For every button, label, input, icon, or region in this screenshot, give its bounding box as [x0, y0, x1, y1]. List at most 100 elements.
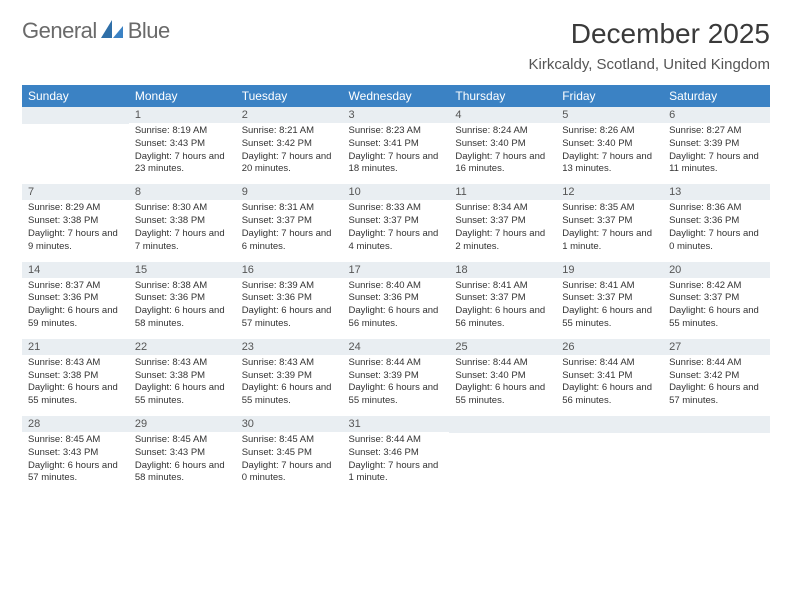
calendar-cell: 9Sunrise: 8:31 AM Sunset: 3:37 PM Daylig…	[236, 184, 343, 261]
calendar-cell: 14Sunrise: 8:37 AM Sunset: 3:36 PM Dayli…	[22, 262, 129, 339]
day-header-row: Sunday Monday Tuesday Wednesday Thursday…	[22, 85, 770, 107]
calendar-cell: 20Sunrise: 8:42 AM Sunset: 3:37 PM Dayli…	[663, 262, 770, 339]
day-number: 1	[129, 107, 236, 123]
calendar-cell	[449, 416, 556, 493]
day-header: Wednesday	[343, 85, 450, 107]
day-number: 11	[449, 184, 556, 200]
day-number: 30	[236, 416, 343, 432]
calendar-cell: 28Sunrise: 8:45 AM Sunset: 3:43 PM Dayli…	[22, 416, 129, 493]
calendar-cell: 19Sunrise: 8:41 AM Sunset: 3:37 PM Dayli…	[556, 262, 663, 339]
day-number: 14	[22, 262, 129, 278]
day-header: Friday	[556, 85, 663, 107]
calendar-cell: 26Sunrise: 8:44 AM Sunset: 3:41 PM Dayli…	[556, 339, 663, 416]
day-number: 15	[129, 262, 236, 278]
day-details: Sunrise: 8:34 AM Sunset: 3:37 PM Dayligh…	[449, 200, 556, 261]
day-number: 3	[343, 107, 450, 123]
day-details: Sunrise: 8:41 AM Sunset: 3:37 PM Dayligh…	[556, 278, 663, 339]
day-number: 25	[449, 339, 556, 355]
calendar-cell: 6Sunrise: 8:27 AM Sunset: 3:39 PM Daylig…	[663, 107, 770, 184]
day-details	[556, 433, 663, 485]
calendar-week: 28Sunrise: 8:45 AM Sunset: 3:43 PM Dayli…	[22, 416, 770, 493]
day-number: 12	[556, 184, 663, 200]
calendar-cell	[663, 416, 770, 493]
day-number: 13	[663, 184, 770, 200]
brand-line2: Blue	[128, 18, 170, 43]
day-details: Sunrise: 8:44 AM Sunset: 3:40 PM Dayligh…	[449, 355, 556, 416]
day-details: Sunrise: 8:43 AM Sunset: 3:38 PM Dayligh…	[129, 355, 236, 416]
day-number: 24	[343, 339, 450, 355]
calendar-cell: 15Sunrise: 8:38 AM Sunset: 3:36 PM Dayli…	[129, 262, 236, 339]
day-number: 16	[236, 262, 343, 278]
day-details: Sunrise: 8:45 AM Sunset: 3:43 PM Dayligh…	[129, 432, 236, 493]
day-details: Sunrise: 8:27 AM Sunset: 3:39 PM Dayligh…	[663, 123, 770, 184]
day-number: 4	[449, 107, 556, 123]
calendar-cell: 5Sunrise: 8:26 AM Sunset: 3:40 PM Daylig…	[556, 107, 663, 184]
day-number	[556, 416, 663, 433]
day-header: Thursday	[449, 85, 556, 107]
day-number: 28	[22, 416, 129, 432]
day-number	[663, 416, 770, 433]
calendar-week: 1Sunrise: 8:19 AM Sunset: 3:43 PM Daylig…	[22, 107, 770, 184]
day-details: Sunrise: 8:44 AM Sunset: 3:39 PM Dayligh…	[343, 355, 450, 416]
day-number: 27	[663, 339, 770, 355]
calendar-cell: 29Sunrise: 8:45 AM Sunset: 3:43 PM Dayli…	[129, 416, 236, 493]
calendar-cell: 4Sunrise: 8:24 AM Sunset: 3:40 PM Daylig…	[449, 107, 556, 184]
day-header: Monday	[129, 85, 236, 107]
day-details: Sunrise: 8:26 AM Sunset: 3:40 PM Dayligh…	[556, 123, 663, 184]
calendar-cell: 30Sunrise: 8:45 AM Sunset: 3:45 PM Dayli…	[236, 416, 343, 493]
location-line: Kirkcaldy, Scotland, United Kingdom	[528, 56, 770, 73]
calendar-cell: 7Sunrise: 8:29 AM Sunset: 3:38 PM Daylig…	[22, 184, 129, 261]
calendar-cell: 24Sunrise: 8:44 AM Sunset: 3:39 PM Dayli…	[343, 339, 450, 416]
day-header: Tuesday	[236, 85, 343, 107]
day-number: 19	[556, 262, 663, 278]
brand-logo: General Blue	[22, 18, 170, 44]
calendar-cell: 2Sunrise: 8:21 AM Sunset: 3:42 PM Daylig…	[236, 107, 343, 184]
calendar-week: 14Sunrise: 8:37 AM Sunset: 3:36 PM Dayli…	[22, 262, 770, 339]
day-details: Sunrise: 8:45 AM Sunset: 3:43 PM Dayligh…	[22, 432, 129, 493]
calendar-cell: 17Sunrise: 8:40 AM Sunset: 3:36 PM Dayli…	[343, 262, 450, 339]
day-number: 10	[343, 184, 450, 200]
day-details: Sunrise: 8:42 AM Sunset: 3:37 PM Dayligh…	[663, 278, 770, 339]
day-details: Sunrise: 8:36 AM Sunset: 3:36 PM Dayligh…	[663, 200, 770, 261]
day-details: Sunrise: 8:29 AM Sunset: 3:38 PM Dayligh…	[22, 200, 129, 261]
day-number	[449, 416, 556, 433]
calendar-cell: 3Sunrise: 8:23 AM Sunset: 3:41 PM Daylig…	[343, 107, 450, 184]
title-block: December 2025 Kirkcaldy, Scotland, Unite…	[528, 18, 770, 73]
day-number: 7	[22, 184, 129, 200]
calendar-week: 21Sunrise: 8:43 AM Sunset: 3:38 PM Dayli…	[22, 339, 770, 416]
day-details	[663, 433, 770, 485]
header-row: General Blue December 2025 Kirkcaldy, Sc…	[22, 18, 770, 73]
day-details: Sunrise: 8:33 AM Sunset: 3:37 PM Dayligh…	[343, 200, 450, 261]
day-number: 23	[236, 339, 343, 355]
calendar-cell: 18Sunrise: 8:41 AM Sunset: 3:37 PM Dayli…	[449, 262, 556, 339]
calendar-cell	[22, 107, 129, 184]
day-details: Sunrise: 8:30 AM Sunset: 3:38 PM Dayligh…	[129, 200, 236, 261]
day-details: Sunrise: 8:19 AM Sunset: 3:43 PM Dayligh…	[129, 123, 236, 184]
calendar-week: 7Sunrise: 8:29 AM Sunset: 3:38 PM Daylig…	[22, 184, 770, 261]
day-number: 21	[22, 339, 129, 355]
day-details: Sunrise: 8:35 AM Sunset: 3:37 PM Dayligh…	[556, 200, 663, 261]
day-details: Sunrise: 8:44 AM Sunset: 3:46 PM Dayligh…	[343, 432, 450, 493]
day-number: 18	[449, 262, 556, 278]
day-number: 31	[343, 416, 450, 432]
day-header: Saturday	[663, 85, 770, 107]
day-details: Sunrise: 8:23 AM Sunset: 3:41 PM Dayligh…	[343, 123, 450, 184]
day-number: 5	[556, 107, 663, 123]
day-number	[22, 107, 129, 124]
calendar-cell: 31Sunrise: 8:44 AM Sunset: 3:46 PM Dayli…	[343, 416, 450, 493]
day-details: Sunrise: 8:37 AM Sunset: 3:36 PM Dayligh…	[22, 278, 129, 339]
day-details	[449, 433, 556, 485]
calendar-table: Sunday Monday Tuesday Wednesday Thursday…	[22, 85, 770, 493]
sail-icon	[101, 20, 123, 43]
day-number: 6	[663, 107, 770, 123]
day-number: 26	[556, 339, 663, 355]
day-details: Sunrise: 8:43 AM Sunset: 3:39 PM Dayligh…	[236, 355, 343, 416]
day-details: Sunrise: 8:40 AM Sunset: 3:36 PM Dayligh…	[343, 278, 450, 339]
day-number: 29	[129, 416, 236, 432]
day-details: Sunrise: 8:45 AM Sunset: 3:45 PM Dayligh…	[236, 432, 343, 493]
calendar-cell: 16Sunrise: 8:39 AM Sunset: 3:36 PM Dayli…	[236, 262, 343, 339]
day-details	[22, 124, 129, 176]
brand-line1: General	[22, 18, 97, 43]
calendar-cell: 27Sunrise: 8:44 AM Sunset: 3:42 PM Dayli…	[663, 339, 770, 416]
calendar-cell: 12Sunrise: 8:35 AM Sunset: 3:37 PM Dayli…	[556, 184, 663, 261]
